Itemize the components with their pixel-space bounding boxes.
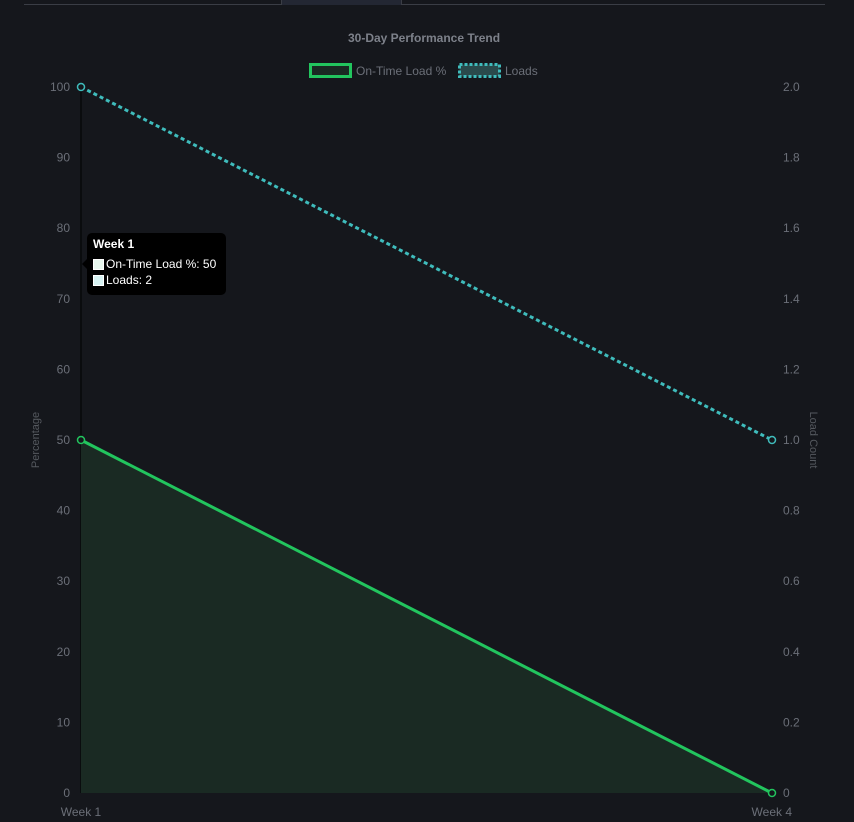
tooltip-arrow <box>82 259 87 269</box>
y2-tick-label: 1.4 <box>783 292 800 306</box>
y-tick-label: 40 <box>57 504 71 518</box>
y2-tick-label: 0.6 <box>783 574 800 588</box>
legend-swatch-loads <box>458 63 501 78</box>
series-layer <box>76 82 777 798</box>
y-tick-label: 10 <box>57 715 71 729</box>
legend-label-ontime: On-Time Load % <box>356 64 447 78</box>
y-tick-label: 60 <box>57 362 71 376</box>
legend-label-loads: Loads <box>505 64 538 78</box>
tooltip-row-ontime: On-Time Load %: 50 <box>93 256 220 272</box>
y-axis-ticks: 0 10 20 30 40 50 60 70 80 90 100 <box>50 80 70 800</box>
y-tick-label: 70 <box>57 292 71 306</box>
data-point-loads[interactable] <box>767 435 777 445</box>
tooltip-title: Week 1 <box>93 237 135 251</box>
y2-tick-label: 0.8 <box>783 504 800 518</box>
y2-tick-label: 1.6 <box>783 221 800 235</box>
y2-tick-label: 0.4 <box>783 645 800 659</box>
y2-tick-label: 1.0 <box>783 433 800 447</box>
y-tick-label: 80 <box>57 221 71 235</box>
x-tick-label: Week 4 <box>752 805 793 819</box>
y-axis-title: Percentage <box>30 412 42 468</box>
tooltip-row-loads: Loads: 2 <box>93 272 220 288</box>
tooltip-text-ontime: On-Time Load %: 50 <box>106 257 217 271</box>
legend-swatch-ontime <box>309 63 352 78</box>
tab-strip-line-left <box>24 4 281 5</box>
y2-axis-title: Load Count <box>807 412 819 469</box>
y-tick-label: 90 <box>57 151 71 165</box>
series-line-loads <box>80 85 773 442</box>
x-axis-ticks: Week 1 Week 4 <box>61 805 793 819</box>
y-tick-label: 100 <box>50 80 70 94</box>
data-point-ontime[interactable] <box>76 435 86 445</box>
y-tick-label: 0 <box>63 786 70 800</box>
y2-tick-label: 0 <box>783 786 790 800</box>
chart-legend: On-Time Load % Loads <box>309 63 538 78</box>
tab-active[interactable] <box>281 0 402 5</box>
legend-item-ontime[interactable]: On-Time Load % <box>309 63 447 78</box>
y-tick-label: 30 <box>57 574 71 588</box>
y2-axis-ticks: 0 0.2 0.4 0.6 0.8 1.0 1.2 1.4 1.6 1.8 2.0 <box>783 80 800 800</box>
tooltip-swatch-ontime <box>93 258 104 270</box>
y-tick-label: 50 <box>57 433 71 447</box>
y2-tick-label: 1.8 <box>783 151 800 165</box>
series-line-ontime <box>80 438 773 795</box>
chart-title: 30-Day Performance Trend <box>348 31 500 45</box>
tab-strip-line-right <box>402 4 825 5</box>
y2-tick-label: 1.2 <box>783 362 800 376</box>
chart-tooltip: Week 1 On-Time Load %: 50 Loads: 2 <box>82 233 226 295</box>
data-point-loads[interactable] <box>76 82 86 92</box>
tooltip-text-loads: Loads: 2 <box>106 273 153 287</box>
tooltip-swatch-loads <box>93 274 104 286</box>
legend-item-loads[interactable]: Loads <box>458 63 538 78</box>
data-point-ontime[interactable] <box>767 788 777 798</box>
y-tick-label: 20 <box>57 645 71 659</box>
y2-tick-label: 2.0 <box>783 80 800 94</box>
x-tick-label: Week 1 <box>61 805 102 819</box>
y2-tick-label: 0.2 <box>783 715 800 729</box>
